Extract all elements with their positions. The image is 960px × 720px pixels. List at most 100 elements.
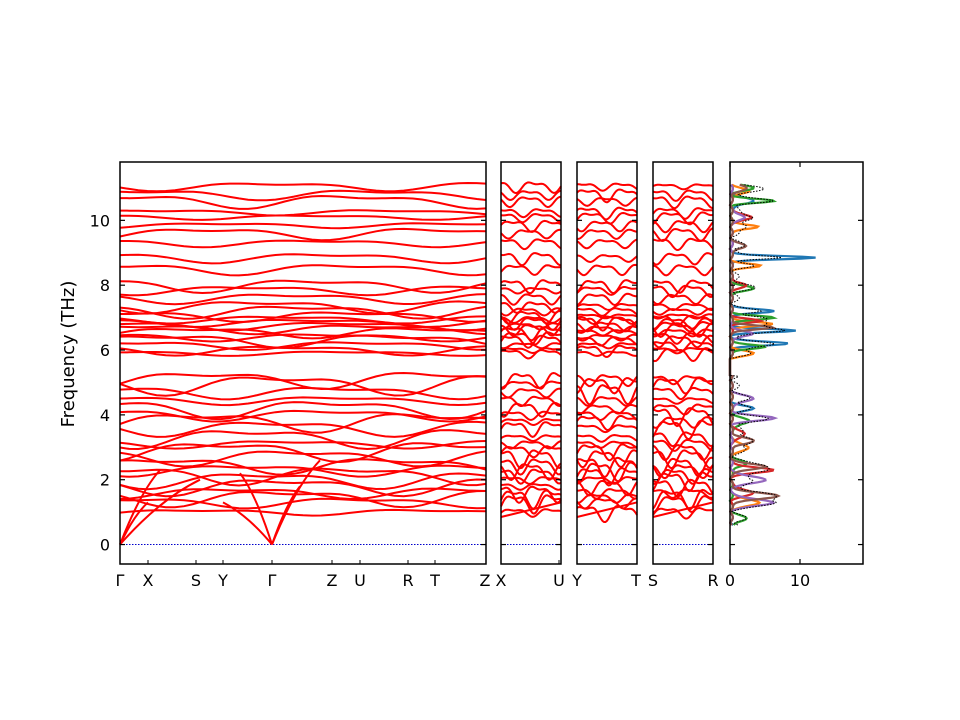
band-line <box>119 442 487 464</box>
high-symmetry-label: U <box>354 571 366 590</box>
band-line <box>500 264 562 276</box>
band-line <box>500 293 562 306</box>
band-line <box>652 386 714 401</box>
band-line <box>119 458 487 476</box>
band-line <box>500 410 562 422</box>
band-line <box>652 252 714 266</box>
band-line <box>119 508 487 517</box>
panel-frames <box>119 161 864 565</box>
dos-x-tick-label: 10 <box>790 571 810 590</box>
band-line <box>119 293 487 306</box>
y-tick-label: 8 <box>100 276 110 295</box>
band-line <box>652 444 714 462</box>
band-line <box>119 375 487 397</box>
band-line <box>500 371 562 390</box>
band-line <box>119 490 487 509</box>
band-line <box>576 313 638 320</box>
acoustic-branch <box>222 501 273 546</box>
band-line <box>500 324 562 337</box>
band-line <box>576 440 638 449</box>
band-line <box>501 458 562 476</box>
band-line <box>119 227 487 242</box>
acoustic-branch <box>652 501 714 518</box>
dos-total-curve <box>729 184 787 526</box>
band-line <box>501 449 562 470</box>
band-line <box>120 311 487 323</box>
band-line <box>576 228 638 240</box>
band-line <box>500 279 562 295</box>
band-line <box>576 196 638 207</box>
band-line <box>119 189 487 202</box>
band-line <box>119 429 487 451</box>
band-line <box>652 320 713 333</box>
y-tick-label: 4 <box>100 406 110 425</box>
band-line <box>576 263 638 277</box>
acoustic-branch <box>119 478 201 546</box>
band-line <box>576 206 638 221</box>
band-line <box>500 219 562 233</box>
band-line <box>576 414 638 431</box>
band-line <box>500 401 562 418</box>
acoustic-branch <box>500 501 562 518</box>
y-tick-label: 2 <box>100 471 110 490</box>
band-line <box>652 279 714 294</box>
band-line <box>119 345 487 357</box>
band-line <box>652 284 714 299</box>
band-line <box>652 397 714 405</box>
axis-ticks <box>120 162 863 564</box>
band-line <box>576 497 637 510</box>
band-line <box>576 449 638 469</box>
band-line <box>500 301 562 314</box>
band-line <box>652 264 714 277</box>
band-line <box>652 506 714 520</box>
band-line <box>500 238 562 251</box>
band-line <box>500 195 562 209</box>
high-symmetry-label: Y <box>217 571 228 590</box>
dos-x-tick-label: 0 <box>725 571 735 590</box>
band-line <box>652 403 714 416</box>
band-line <box>576 424 638 434</box>
high-symmetry-label: Γ <box>268 571 277 590</box>
band-line <box>576 396 638 407</box>
band-line <box>652 307 714 316</box>
y-tick-label: 10 <box>90 211 110 230</box>
band-line <box>500 181 562 195</box>
panel-frame <box>119 161 487 565</box>
band-line <box>576 333 638 342</box>
band-line <box>576 410 638 422</box>
band-line <box>652 220 714 234</box>
band-line <box>119 333 487 343</box>
band-line <box>576 292 638 307</box>
high-symmetry-label: S <box>191 571 201 590</box>
acoustic-branch <box>239 472 273 545</box>
band-line <box>119 396 487 407</box>
band-line <box>119 334 487 349</box>
band-line <box>119 209 487 217</box>
band-line <box>576 344 638 359</box>
band-line <box>119 497 487 510</box>
band-line <box>119 279 487 295</box>
band-line <box>652 456 714 478</box>
band-line <box>652 377 714 395</box>
band-line <box>119 371 487 391</box>
y-tick-label: 0 <box>100 536 110 555</box>
high-symmetry-label: T <box>630 571 641 590</box>
high-symmetry-label: Z <box>327 571 338 590</box>
band-line <box>119 305 487 320</box>
band-line <box>500 417 562 427</box>
high-symmetry-label: T <box>429 571 440 590</box>
dos-partial-curve <box>728 183 781 526</box>
band-line <box>576 286 638 296</box>
band-line <box>576 279 638 295</box>
band-line <box>500 286 562 295</box>
high-symmetry-label: Y <box>571 571 582 590</box>
band-line <box>119 264 487 277</box>
band-line <box>576 315 638 326</box>
band-line <box>119 420 487 438</box>
band-line <box>576 443 638 462</box>
band-line <box>652 183 714 191</box>
band-line <box>652 207 714 220</box>
band-line <box>120 239 487 249</box>
band-line <box>653 302 714 312</box>
band-line <box>500 252 562 267</box>
